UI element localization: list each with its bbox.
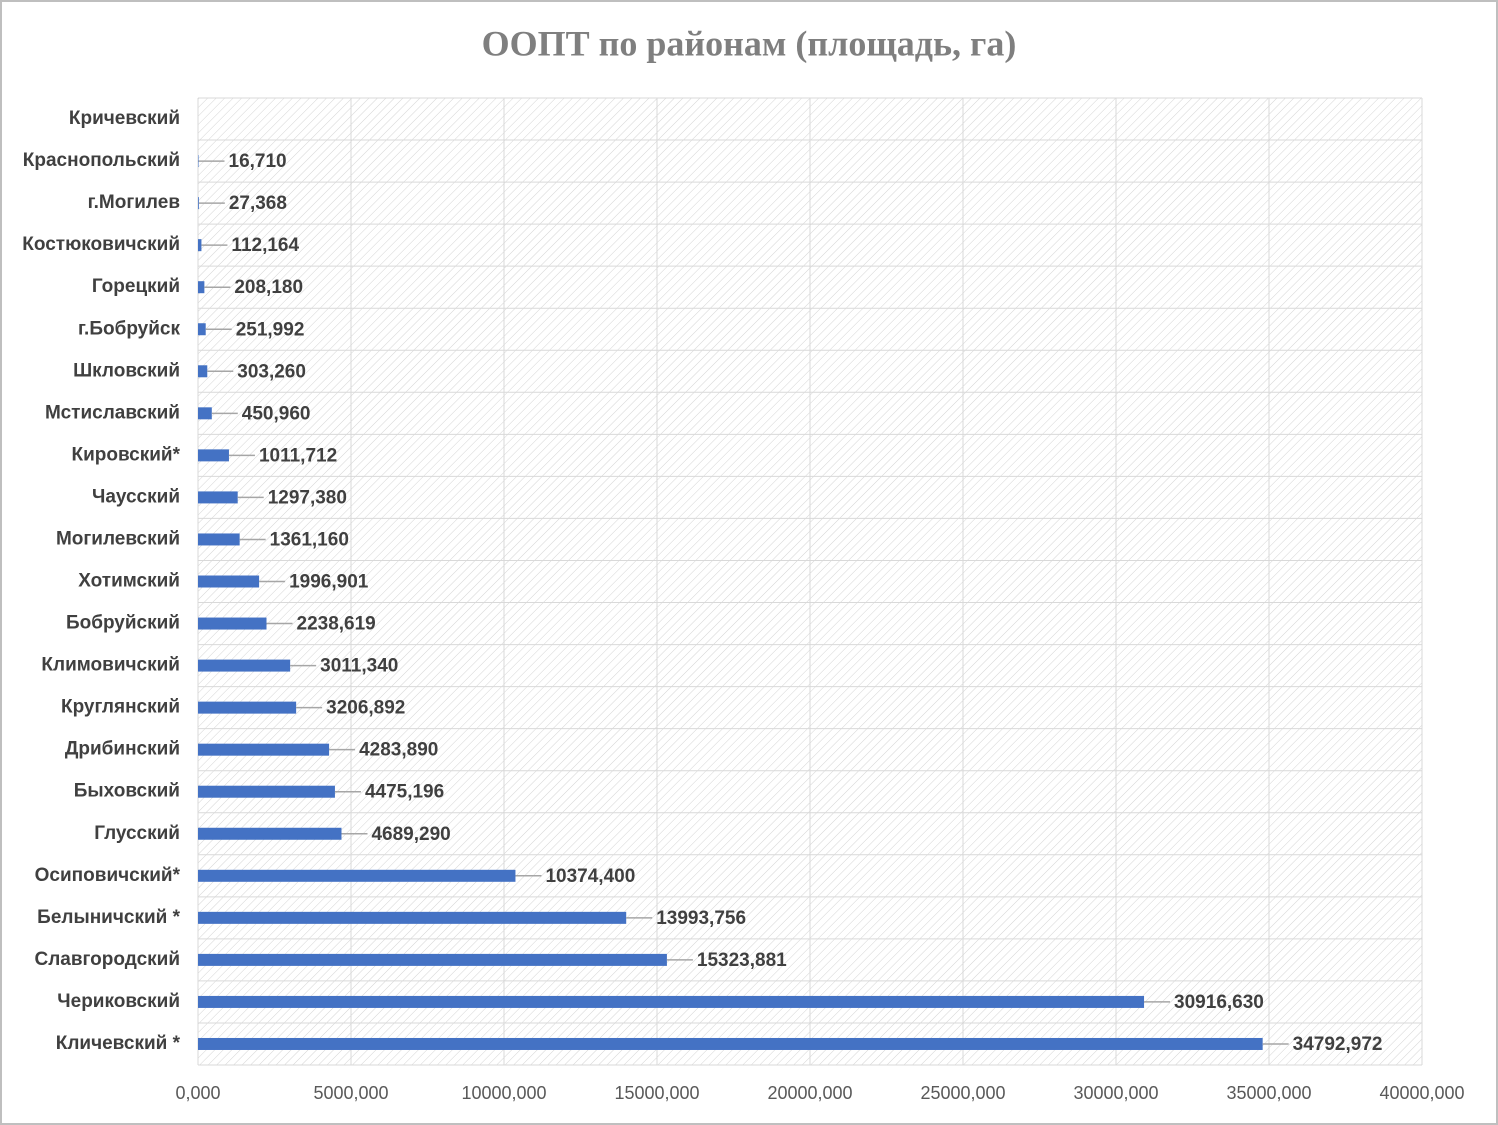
y-tick-label: Мстиславский [45,402,180,423]
data-label: 27,368 [229,193,287,214]
data-label: 4475,196 [365,782,444,803]
bar [198,743,330,756]
bar [198,449,229,462]
bar [198,1037,1263,1050]
bar [198,785,335,798]
y-tick-label: Кличевский * [56,1033,181,1054]
x-tick-label: 20000,000 [767,1083,852,1103]
bar [198,239,202,252]
data-label: 16,710 [229,151,287,172]
y-tick-label: Кричевский [69,108,180,129]
x-tick-label: 25000,000 [920,1083,1005,1103]
data-label: 4283,890 [359,740,438,761]
data-label: 3011,340 [320,656,398,677]
data-label: 1297,380 [268,487,347,508]
bar [198,197,199,210]
data-label: 3206,892 [326,698,405,719]
y-tick-label: Осиповичский* [35,865,181,886]
data-label: 450,960 [242,403,311,424]
x-tick-label: 40000,000 [1379,1083,1464,1103]
y-tick-label: Могилевский [56,528,180,549]
y-tick-label: Чериковский [57,991,180,1012]
bar [198,911,627,924]
y-tick-label: г.Бобруйск [78,318,180,339]
data-label: 112,164 [231,235,299,256]
bar [198,659,291,672]
x-tick-label: 5000,000 [313,1083,388,1103]
data-label: 4689,290 [371,824,450,845]
data-label: 251,992 [236,319,305,340]
data-label: 15323,881 [697,950,787,971]
bar [198,827,342,840]
x-tick-label: 10000,000 [461,1083,546,1103]
data-label: 1996,901 [289,572,369,593]
data-label: 1361,160 [270,529,349,550]
data-label: 34792,972 [1293,1034,1383,1055]
bar [198,281,205,294]
y-tick-label: Круглянский [61,697,180,718]
chart-title: ООПТ по районам (площадь, га) [482,23,1017,63]
data-label: 13993,756 [656,908,746,929]
x-tick-label: 0,000 [175,1083,220,1103]
data-label: 10374,400 [545,866,635,887]
y-tick-label: Горецкий [92,276,180,297]
y-tick-label: Глусский [94,823,180,844]
y-tick-label: г.Могилев [88,192,180,213]
bar [198,407,212,420]
x-tick-label: 30000,000 [1073,1083,1158,1103]
x-tick-label: 35000,000 [1226,1083,1311,1103]
bar [198,533,240,546]
y-tick-label: Костюковичский [22,234,180,255]
bar [198,995,1145,1008]
data-label: 1011,712 [259,445,337,466]
data-label: 30916,630 [1174,992,1264,1013]
y-tick-label: Славгородский [34,949,180,970]
y-tick-label: Хотимский [78,571,180,592]
y-tick-label: Дрибинский [65,739,180,760]
bar [198,491,238,504]
y-tick-label: Кировский* [71,444,180,465]
y-tick-label: Белыничский * [37,907,180,928]
y-tick-label: Шкловский [73,360,180,381]
y-tick-label: Климовичский [41,655,180,676]
y-tick-label: Бобруйский [66,613,180,634]
y-tick-label: Чаусский [92,486,180,507]
bar [198,323,206,336]
data-label: 208,180 [234,277,303,298]
data-label: 2238,619 [297,614,376,635]
y-tick-label: Быховский [74,781,180,802]
bar [198,953,667,966]
bar [198,617,267,630]
bar [198,575,260,588]
bar [198,701,297,714]
bar [198,869,516,882]
bar [198,155,199,168]
y-tick-label: Краснопольский [23,150,180,171]
data-label: 303,260 [237,361,306,382]
bar [198,365,208,378]
x-tick-label: 15000,000 [614,1083,699,1103]
